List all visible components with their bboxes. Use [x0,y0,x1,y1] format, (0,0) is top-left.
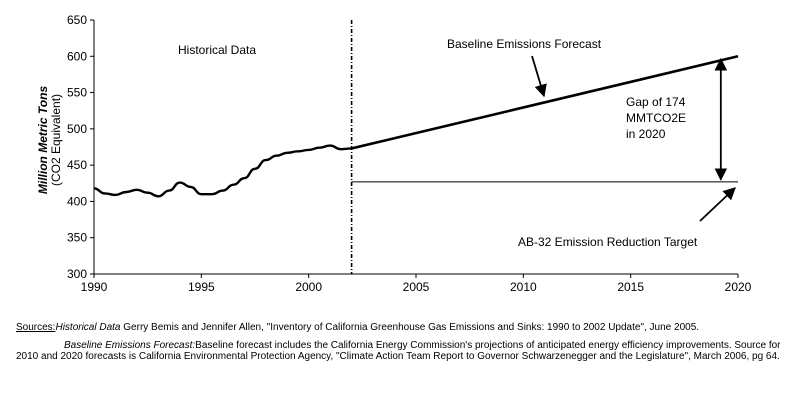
sources-note: Sources:Historical Data Gerry Bemis and … [16,322,786,363]
baseline-pointer-arrow [531,55,547,98]
x-tick-label: 2015 [617,280,644,294]
baseline-forecast-line [351,55,739,150]
chart-series [93,20,739,274]
baseline-forecast-label: Baseline Emissions Forecast [447,37,602,51]
x-tick-label: 2010 [510,280,537,294]
y-tick-label: 450 [67,158,87,172]
y-tick-label: 350 [67,231,87,245]
baseline-source-title: Baseline Emissions Forecast: [64,339,196,351]
historical-emissions-line [93,144,352,198]
gap-label-line-1: Gap of 174 [626,95,686,109]
y-axis-ticks: 300 350 400 450 500 550 600 650 [67,13,94,281]
chart-annotations: Historical Data Baseline Emissions Forec… [178,37,736,249]
target-pointer-arrow [699,187,736,222]
y-tick-label: 550 [67,86,87,100]
y-tick-label: 400 [67,194,87,208]
x-tick-label: 1995 [188,280,215,294]
historical-source-title: Historical Data [55,322,121,333]
historical-source-text: Gerry Bemis and Jennifer Allen, "Invento… [123,322,700,333]
x-axis-ticks: 1990 1995 2000 2005 2010 2015 2020 [81,274,752,294]
x-tick-label: 2020 [725,280,752,294]
y-axis-label: Million Metric Tons (CO2 Equivalent) [36,86,63,195]
y-tick-label: 650 [67,13,87,27]
y-tick-label: 300 [67,267,87,281]
x-tick-label: 2000 [295,280,322,294]
y-tick-label: 600 [67,49,87,63]
y-axis-label-sub: (CO2 Equivalent) [49,94,63,186]
sources-label: Sources: [16,322,56,333]
historical-data-label: Historical Data [178,43,256,57]
gap-label-line-2: MMTCO2E [626,111,686,125]
x-tick-label: 2005 [403,280,430,294]
gap-label-line-3: in 2020 [626,127,666,141]
target-label: AB-32 Emission Reduction Target [518,235,698,249]
x-tick-label: 1990 [81,280,108,294]
y-tick-label: 500 [67,122,87,136]
y-axis-label-main: Million Metric Tons [36,86,50,195]
baseline-source-text: Baseline forecast includes the Californi… [16,339,781,363]
emissions-chart: 300 350 400 450 500 550 600 650 1990 1995 2000 200… [36,13,752,294]
